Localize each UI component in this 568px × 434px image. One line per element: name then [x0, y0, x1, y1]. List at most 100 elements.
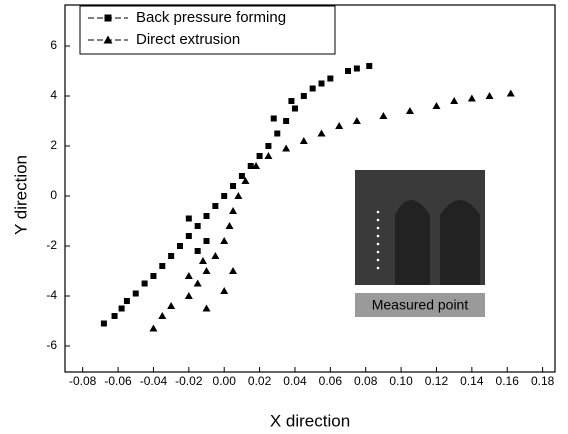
marker-square [159, 263, 166, 269]
marker-triangle [485, 92, 494, 99]
marker-square [309, 85, 316, 92]
marker-triangle [234, 192, 243, 199]
y-tick-label: -6 [46, 338, 57, 352]
marker-square [274, 130, 281, 137]
marker-square [132, 290, 139, 297]
marker-triangle [149, 324, 158, 332]
marker-square [247, 163, 254, 169]
marker-square [100, 320, 107, 327]
y-tick-label: 2 [50, 138, 57, 152]
marker-triangle [467, 94, 476, 102]
x-tick-label: -0.08 [69, 374, 97, 388]
legend-box [79, 5, 336, 55]
marker-square [141, 280, 148, 287]
marker-square [300, 93, 307, 99]
marker-triangle [193, 279, 202, 287]
x-axis-title: X direction [270, 411, 350, 430]
marker-square [345, 68, 352, 74]
marker-square [150, 273, 157, 279]
marker-square [291, 105, 298, 112]
marker-triangle [229, 207, 238, 214]
marker-square [104, 14, 112, 22]
marker-triangle [158, 312, 167, 319]
marker-square [288, 98, 295, 104]
marker-triangle [506, 89, 515, 97]
marker-triangle [264, 152, 273, 159]
marker-square [353, 65, 360, 72]
y-tick-label: 0 [50, 188, 57, 202]
marker-triangle [229, 267, 238, 274]
inset-dots [376, 210, 380, 270]
x-tick-label: 0.14 [460, 374, 484, 388]
marker-triangle [167, 302, 176, 309]
marker-square [283, 118, 290, 124]
x-tick-label: 0.06 [319, 374, 343, 388]
marker-triangle [241, 177, 250, 184]
marker-triangle [282, 144, 291, 152]
marker-square [194, 248, 201, 254]
x-tick-label: 0.02 [248, 374, 272, 388]
x-tick-label: 0.18 [531, 374, 555, 388]
y-tick-label: 4 [50, 88, 57, 102]
y-axis-title: Y direction [11, 155, 30, 235]
marker-triangle [405, 107, 414, 114]
marker-square [203, 238, 210, 244]
x-tick-label: 0.00 [213, 374, 237, 388]
marker-square [230, 183, 237, 189]
marker-triangle [379, 112, 388, 119]
marker-triangle [103, 35, 113, 44]
marker-triangle [299, 137, 308, 144]
marker-square [118, 305, 125, 312]
x-tick-label: 0.04 [283, 374, 307, 388]
marker-triangle [184, 272, 193, 279]
y-tick-label: -4 [46, 288, 57, 302]
y-tick-label: 6 [50, 38, 57, 52]
marker-square [123, 298, 130, 304]
marker-triangle [184, 292, 193, 299]
x-tick-label: 0.08 [354, 374, 378, 388]
marker-square [327, 75, 334, 82]
marker-triangle [317, 129, 326, 137]
marker-square [256, 153, 263, 159]
marker-square [270, 115, 277, 122]
marker-square [176, 243, 183, 249]
marker-triangle [450, 97, 459, 104]
marker-square [366, 63, 373, 69]
marker-triangle [252, 162, 261, 169]
marker-square [111, 313, 118, 319]
inset-caption-box [355, 293, 485, 317]
x-tick-label: 0.10 [389, 374, 413, 388]
legend-text: Back pressure forming [136, 9, 286, 26]
marker-triangle [220, 237, 229, 244]
marker-triangle [432, 102, 441, 109]
marker-triangle [220, 287, 229, 294]
marker-triangle [225, 222, 234, 229]
marker-square [265, 143, 272, 149]
marker-square [185, 233, 192, 239]
x-tick-label: 0.16 [496, 374, 520, 388]
annotation: Measured point [372, 297, 469, 313]
marker-square [212, 203, 219, 209]
x-tick-label: -0.02 [175, 374, 203, 388]
marker-triangle [202, 304, 211, 312]
marker-square [318, 80, 325, 87]
marker-square [185, 215, 192, 222]
marker-square [221, 193, 228, 199]
y-tick-label: -2 [46, 238, 57, 252]
plot-frame [64, 4, 556, 373]
marker-square [203, 213, 210, 219]
inset-shape [395, 200, 480, 285]
marker-square [194, 223, 201, 229]
marker-square [168, 253, 175, 259]
marker-triangle [335, 122, 344, 129]
marker-triangle [352, 117, 361, 124]
legend-text: Direct extrusion [136, 31, 240, 48]
x-tick-label: 0.12 [425, 374, 449, 388]
marker-triangle [211, 252, 220, 259]
x-tick-label: -0.06 [104, 374, 132, 388]
marker-triangle [198, 257, 207, 264]
marker-square [238, 173, 245, 179]
inset-image: Measured point [355, 170, 485, 317]
x-tick-label: -0.04 [140, 374, 168, 388]
